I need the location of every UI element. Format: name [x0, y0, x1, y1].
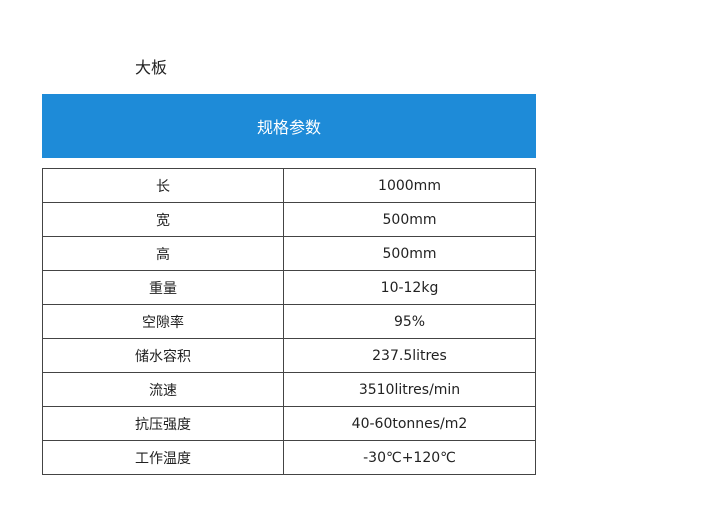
table-row: 储水容积 237.5litres [42, 338, 536, 373]
spec-table: 长 1000mm 宽 500mm 高 500mm 重量 10-12kg 空隙率 95% 储水容积 23… [42, 168, 536, 475]
banner: 规格参数 [42, 94, 536, 158]
spec-name: 工作温度 [42, 440, 284, 475]
spec-value: 1000mm [283, 168, 536, 203]
table-row: 空隙率 95% [42, 304, 536, 339]
table-row: 流速 3510litres/min [42, 372, 536, 407]
spec-name: 重量 [42, 270, 284, 305]
table-row: 高 500mm [42, 236, 536, 271]
spec-name: 流速 [42, 372, 284, 407]
spec-value: 40-60tonnes/m2 [283, 406, 536, 441]
spec-name: 高 [42, 236, 284, 271]
spec-name: 储水容积 [42, 338, 284, 373]
table-row: 工作温度 -30℃+120℃ [42, 440, 536, 475]
spec-value: 500mm [283, 202, 536, 237]
table-body: 长 1000mm 宽 500mm 高 500mm 重量 10-12kg 空隙率 95% 储水容积 23… [42, 168, 536, 475]
spec-name: 长 [42, 168, 284, 203]
spec-name: 抗压强度 [42, 406, 284, 441]
spec-value: 3510litres/min [283, 372, 536, 407]
spec-value: 10-12kg [283, 270, 536, 305]
spec-value: -30℃+120℃ [283, 440, 536, 475]
table-row: 重量 10-12kg [42, 270, 536, 305]
spec-value: 95% [283, 304, 536, 339]
table-row: 宽 500mm [42, 202, 536, 237]
spec-value: 237.5litres [283, 338, 536, 373]
table-row: 抗压强度 40-60tonnes/m2 [42, 406, 536, 441]
spec-value: 500mm [283, 236, 536, 271]
table-row: 长 1000mm [42, 168, 536, 203]
page-title: 大板 [135, 58, 168, 77]
spec-name: 空隙率 [42, 304, 284, 339]
spec-name: 宽 [42, 202, 284, 237]
